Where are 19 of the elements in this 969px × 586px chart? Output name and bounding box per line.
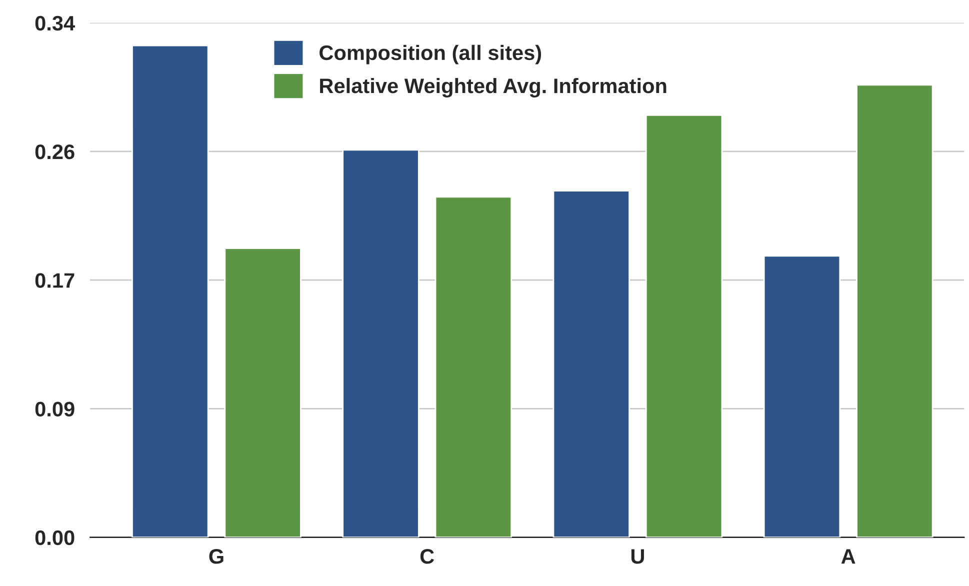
bar [342,149,420,538]
y-tick-label: 0.09 [35,402,74,416]
x-tick-label: C [420,549,434,564]
x-tick-label: A [841,549,856,564]
bar [856,84,934,538]
y-tick-label: 0.34 [35,16,75,31]
bar [763,255,841,538]
bar [645,114,723,538]
bar [434,196,512,538]
bar [224,248,302,538]
x-tick-label: G [209,549,224,564]
legend-label: Relative Weighted Avg. Information [320,78,666,98]
bar [132,44,209,538]
bar [552,190,630,538]
y-tick-label: 0.17 [35,273,74,288]
x-tick-label: U [631,549,644,564]
y-tick-label: 0.26 [35,144,74,160]
y-tick-label: 0.00 [35,530,74,546]
legend-label: Composition (all sites) [320,44,542,64]
